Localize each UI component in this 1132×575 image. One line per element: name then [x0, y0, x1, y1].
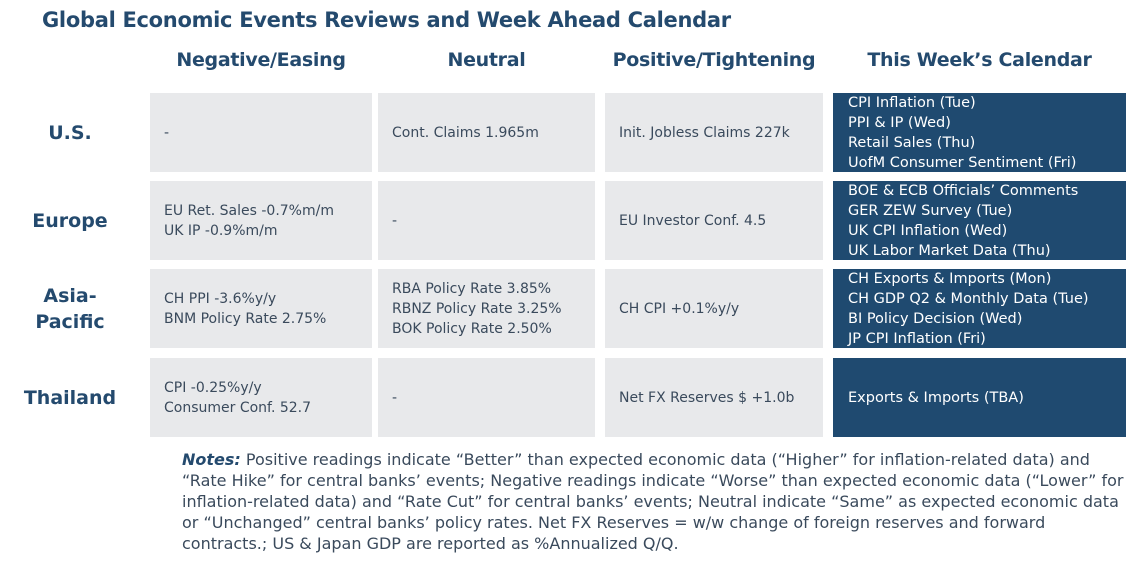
cell-line: Exports & Imports (TBA): [848, 389, 1024, 406]
cell-line: GER ZEW Survey (Tue): [848, 202, 1013, 219]
cell-line: BI Policy Decision (Wed): [848, 310, 1023, 327]
column-header-positive: Positive/Tightening: [612, 49, 816, 71]
cell-line: Net FX Reserves $ +1.0b: [619, 389, 795, 406]
cell-line: Consumer Conf. 52.7: [164, 399, 312, 416]
negative-cell: CPI -0.25%y/y Consumer Conf. 52.7: [150, 358, 372, 437]
cell-line: Init. Jobless Claims 227k: [619, 124, 790, 141]
cell-line: JP CPI Inflation (Fri): [848, 330, 986, 347]
neutral-cell: -: [378, 358, 595, 437]
cell-line: CH Exports & Imports (Mon): [848, 270, 1052, 287]
row-label: Europe: [32, 209, 108, 232]
cell-line: CPI Inflation (Tue): [848, 94, 976, 111]
cell-line: BOE & ECB Officials’ Comments: [848, 182, 1079, 199]
cell-line: Asia-: [43, 284, 97, 307]
column-header-negative: Negative/Easing: [176, 49, 346, 71]
row-label: Asia- Pacific: [10, 269, 130, 348]
row-label: U.S.: [48, 121, 92, 144]
calendar-cell: Exports & Imports (TBA): [833, 358, 1126, 437]
page-title: Global Economic Events Reviews and Week …: [42, 8, 731, 32]
cell-line: Retail Sales (Thu): [848, 134, 976, 151]
cell-line: UK CPI Inflation (Wed): [848, 222, 1008, 239]
cell-line: UK IP -0.9%m/m: [164, 222, 278, 239]
neutral-cell: -: [378, 181, 595, 260]
cell-line: EU Investor Conf. 4.5: [619, 212, 767, 229]
column-header-neutral: Neutral: [447, 49, 526, 71]
notes-label: Notes:: [182, 450, 241, 469]
positive-cell: Net FX Reserves $ +1.0b: [605, 358, 823, 437]
cell-line: UofM Consumer Sentiment (Fri): [848, 154, 1077, 171]
cell-line: EU Ret. Sales -0.7%m/m: [164, 202, 334, 219]
cell-line: Cont. Claims 1.965m: [392, 124, 539, 141]
cell-line: -: [392, 389, 398, 406]
notes: Notes: Positive readings indicate “Bette…: [182, 449, 1127, 554]
cell-line: BNM Policy Rate 2.75%: [164, 310, 327, 327]
calendar-cell: CPI Inflation (Tue) PPI & IP (Wed) Retail …: [833, 93, 1126, 172]
positive-cell: Init. Jobless Claims 227k: [605, 93, 823, 172]
neutral-cell: Cont. Claims 1.965m: [378, 93, 595, 172]
cell-line: UK Labor Market Data (Thu): [848, 242, 1051, 259]
row-label: Thailand: [23, 386, 117, 409]
cell-line: -: [392, 212, 398, 229]
cell-line: CH CPI +0.1%y/y: [619, 300, 740, 317]
cell-line: CPI -0.25%y/y: [164, 379, 262, 396]
negative-cell: -: [150, 93, 372, 172]
neutral-cell: RBA Policy Rate 3.85% RBNZ Policy Rate 3.…: [378, 269, 595, 348]
cell-line: RBNZ Policy Rate 3.25%: [392, 300, 562, 317]
cell-line: -: [164, 124, 170, 141]
cell-line: PPI & IP (Wed): [848, 114, 951, 131]
cell-line: RBA Policy Rate 3.85%: [392, 280, 552, 297]
negative-cell: EU Ret. Sales -0.7%m/m UK IP -0.9%m/m: [150, 181, 372, 260]
notes-text: Positive readings indicate “Better” than…: [182, 450, 1124, 553]
cell-line: Pacific: [35, 310, 105, 333]
cell-line: CH GDP Q2 & Monthly Data (Tue): [848, 290, 1089, 307]
cell-line: CH PPI -3.6%y/y: [164, 290, 277, 307]
positive-cell: CH CPI +0.1%y/y: [605, 269, 823, 348]
positive-cell: EU Investor Conf. 4.5: [605, 181, 823, 260]
calendar-cell: CH Exports & Imports (Mon) CH GDP Q2 & Mo…: [833, 269, 1126, 348]
calendar-cell: BOE & ECB Officials’ Comments GER ZEW Sur…: [833, 181, 1126, 260]
cell-line: BOK Policy Rate 2.50%: [392, 320, 552, 337]
negative-cell: CH PPI -3.6%y/y BNM Policy Rate 2.75%: [150, 269, 372, 348]
column-header-calendar: This Week’s Calendar: [867, 49, 1092, 71]
